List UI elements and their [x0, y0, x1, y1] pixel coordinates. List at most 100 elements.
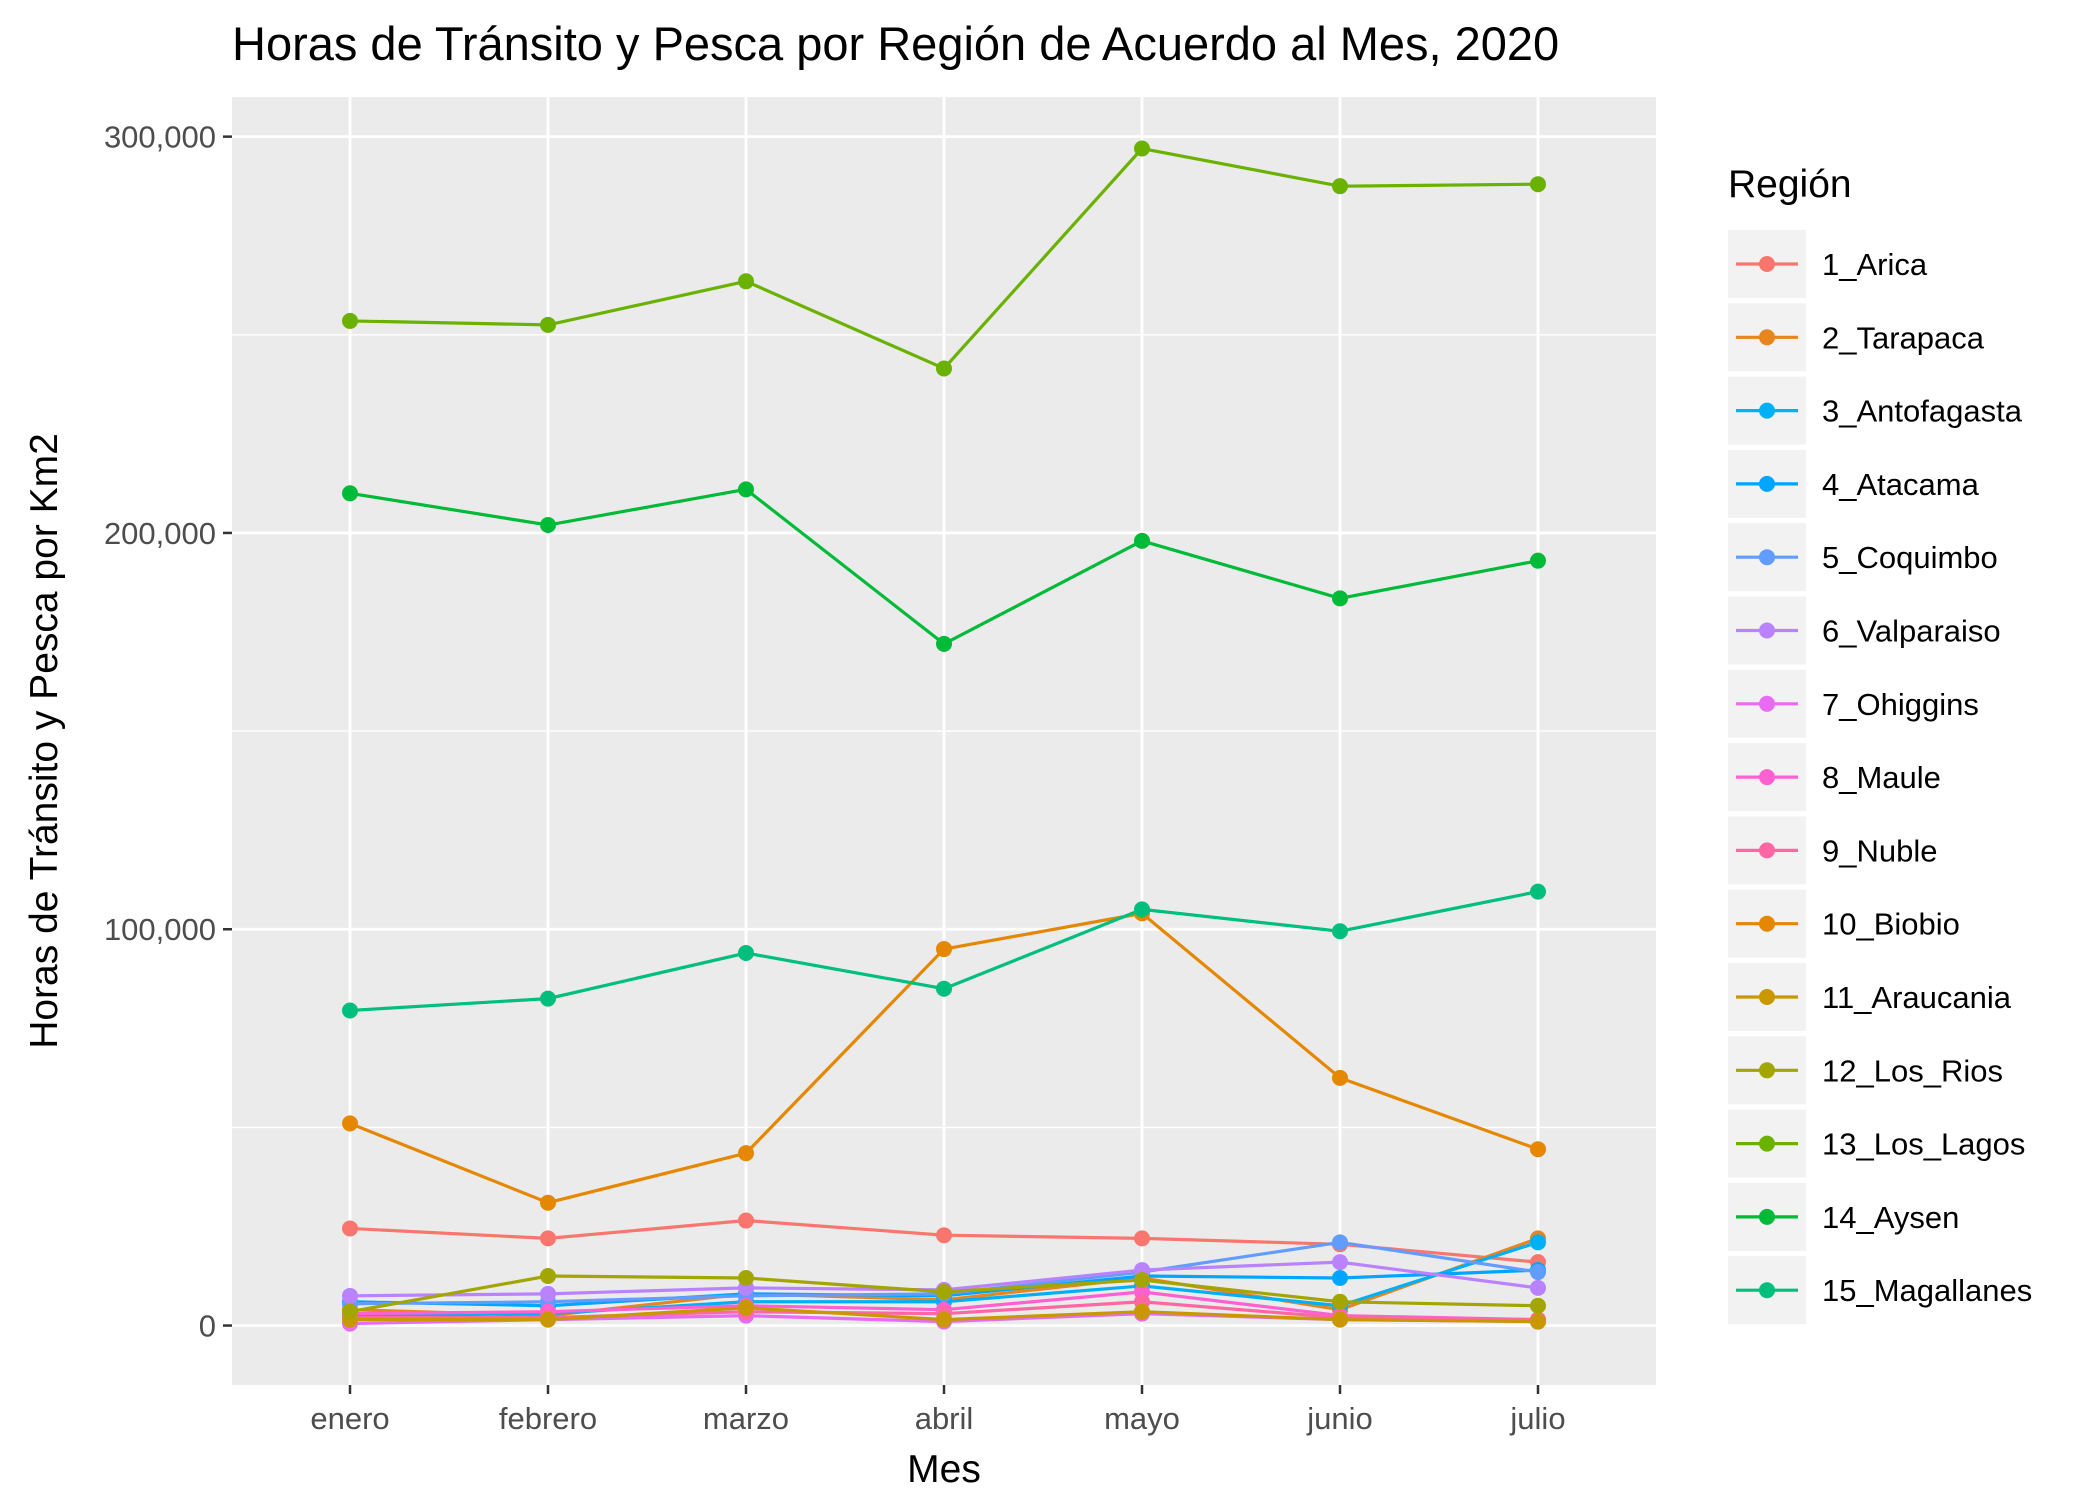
legend-title: Región	[1728, 163, 1852, 206]
grid-major	[232, 97, 1656, 1385]
legend-item: 15_Magallanes	[1728, 1256, 2032, 1325]
legend-item: 14_Aysen	[1728, 1182, 1959, 1251]
data-point	[1530, 883, 1546, 900]
data-point	[540, 517, 556, 534]
data-point	[738, 1212, 754, 1229]
data-point	[1134, 901, 1150, 918]
legend-label: 15_Magallanes	[1822, 1273, 2032, 1308]
series-11_Araucania	[342, 1299, 1546, 1330]
x-tick-label: febrero	[499, 1401, 597, 1436]
legend-items: 1_Arica 2_Tarapaca 3_Antofagasta 4_Atacama 5…	[1728, 230, 2032, 1325]
data-point	[342, 1220, 358, 1237]
data-point	[1332, 1254, 1348, 1271]
legend-key-point	[1759, 842, 1775, 859]
data-point	[738, 1145, 754, 1162]
legend-item: 3_Antofagasta	[1728, 376, 2023, 445]
data-point	[342, 1303, 358, 1320]
data-point	[738, 481, 754, 498]
legend-key-point	[1759, 622, 1775, 639]
legend-item: 2_Tarapaca	[1728, 303, 1985, 372]
x-tick-label: abril	[915, 1401, 974, 1436]
data-point	[342, 485, 358, 502]
data-point	[738, 1299, 754, 1316]
legend-label: 9_Nuble	[1822, 833, 1937, 868]
data-point	[1530, 1297, 1546, 1314]
legend-label: 10_Biobio	[1822, 907, 1960, 942]
data-point	[936, 1227, 952, 1244]
legend-label: 4_Atacama	[1822, 467, 1980, 502]
legend: Región 1_Arica 2_Tarapaca 3_Antofagasta 4_A…	[1728, 163, 2032, 1325]
y-tick-label: 200,000	[104, 516, 216, 551]
data-point	[540, 1194, 556, 1211]
legend-item: 5_Coquimbo	[1728, 523, 1998, 592]
legend-label: 5_Coquimbo	[1822, 540, 1998, 575]
legend-item: 4_Atacama	[1728, 449, 1980, 518]
x-axis: enero febrero marzo abril mayo junio julio	[310, 1385, 1566, 1436]
legend-label: 6_Valparaiso	[1822, 614, 2001, 649]
series-15_Magallanes	[342, 883, 1546, 1019]
legend-key-point	[1759, 402, 1775, 419]
data-point	[1134, 532, 1150, 549]
data-point	[1332, 1293, 1348, 1310]
legend-key-point	[1759, 915, 1775, 932]
legend-key-point	[1759, 769, 1775, 786]
series-10_Biobio	[342, 905, 1546, 1211]
legend-key-point	[1759, 1135, 1775, 1152]
y-tick-label: 0	[199, 1309, 216, 1344]
data-point	[1332, 1269, 1348, 1286]
data-point	[1134, 1271, 1150, 1288]
legend-item: 11_Araucania	[1728, 963, 2012, 1031]
data-point	[738, 273, 754, 290]
data-point	[1134, 1303, 1150, 1320]
data-point	[738, 1269, 754, 1286]
data-point	[540, 1268, 556, 1285]
data-point	[540, 1311, 556, 1328]
data-point	[540, 316, 556, 333]
data-point	[342, 312, 358, 329]
series-12_Los_Rios	[342, 1268, 1546, 1320]
data-point	[1530, 1141, 1546, 1158]
y-axis: 0 100,000 200,000 300,000	[104, 120, 232, 1344]
legend-item: 9_Nuble	[1728, 816, 1937, 885]
data-point	[936, 360, 952, 377]
legend-item: 8_Maule	[1728, 743, 1941, 812]
data-point	[1332, 1069, 1348, 1086]
data-point	[1530, 552, 1546, 569]
data-point	[1530, 1313, 1546, 1330]
legend-key-point	[1759, 1282, 1775, 1299]
data-point	[936, 1283, 952, 1300]
legend-label: 3_Antofagasta	[1822, 394, 2023, 429]
series-13_Los_Lagos	[342, 140, 1546, 377]
x-tick-label: marzo	[703, 1401, 789, 1436]
data-point	[342, 1287, 358, 1304]
data-point	[342, 1115, 358, 1132]
y-tick-label: 300,000	[104, 120, 216, 155]
legend-item: 13_Los_Lagos	[1728, 1109, 2025, 1178]
legend-key-point	[1759, 989, 1775, 1005]
legend-item: 6_Valparaiso	[1728, 596, 2001, 665]
data-point	[936, 1311, 952, 1328]
y-axis-title: Horas de Tránsito y Pesca por Km2	[23, 433, 66, 1049]
x-tick-label: mayo	[1104, 1401, 1180, 1436]
legend-key-point	[1759, 549, 1775, 566]
x-tick-label: julio	[1509, 1401, 1565, 1436]
x-axis-title: Mes	[907, 1448, 981, 1491]
data-point	[1332, 923, 1348, 940]
data-point	[1134, 140, 1150, 157]
data-point	[1530, 1234, 1546, 1251]
series-layer	[342, 140, 1546, 1332]
legend-item: 10_Biobio	[1728, 889, 1960, 958]
data-point	[1332, 178, 1348, 195]
legend-label: 12_Los_Rios	[1822, 1053, 2003, 1088]
legend-label: 13_Los_Lagos	[1822, 1127, 2025, 1162]
legend-key-point	[1759, 329, 1775, 346]
data-point	[1530, 1264, 1546, 1281]
data-point	[1530, 1279, 1546, 1296]
legend-label: 1_Arica	[1822, 247, 1928, 282]
data-point	[1332, 590, 1348, 607]
data-point	[936, 980, 952, 997]
data-point	[1134, 1230, 1150, 1247]
legend-key-point	[1759, 256, 1775, 272]
legend-key-point	[1759, 1062, 1775, 1079]
